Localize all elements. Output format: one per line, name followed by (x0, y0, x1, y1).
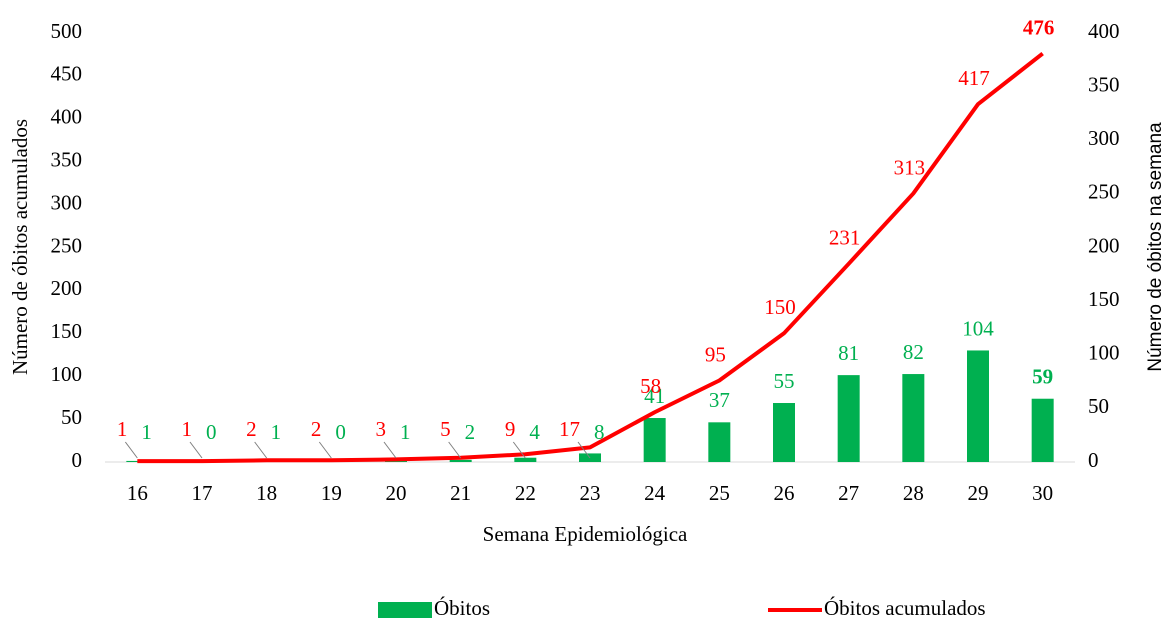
x-tick-label: 26 (774, 481, 795, 505)
y2-tick-label: 50 (1088, 394, 1109, 418)
bar-value-label: 41 (644, 384, 665, 408)
x-tick-label: 20 (386, 481, 407, 505)
bar (643, 418, 666, 462)
y-tick-label: 250 (51, 233, 83, 257)
line-value-label: 1 (182, 417, 193, 441)
bar-value-label: 0 (335, 420, 346, 444)
line-value-label: 5 (440, 417, 451, 441)
line-value-label: 58 (640, 374, 661, 398)
bar (514, 457, 537, 462)
leader-line (448, 441, 462, 459)
line-value-label: 476 (1023, 15, 1055, 39)
line-value-label: 3 (376, 417, 387, 441)
x-tick-label: 19 (321, 481, 342, 505)
x-tick-label: 29 (968, 481, 989, 505)
bar-value-label: 1 (141, 420, 152, 444)
leader-line (254, 441, 268, 459)
bar (837, 375, 860, 462)
y-tick-label: 300 (51, 190, 83, 214)
x-tick-label: 16 (127, 481, 148, 505)
leader-line (189, 441, 203, 459)
leader-line (383, 441, 397, 459)
y-tick-label: 50 (61, 405, 82, 429)
legend-swatch (378, 602, 432, 618)
bar-value-label: 104 (962, 316, 994, 340)
line-value-label: 2 (311, 417, 322, 441)
y2-tick-label: 250 (1088, 180, 1120, 204)
bar-value-label: 0 (206, 420, 217, 444)
y2-tick-label: 200 (1088, 233, 1120, 257)
line-value-label: 95 (705, 342, 726, 366)
y-tick-label: 500 (51, 19, 83, 43)
x-tick-label: 27 (838, 481, 859, 505)
line-value-label: 9 (505, 417, 516, 441)
line-value-label: 417 (958, 66, 990, 90)
y2-tick-label: 400 (1088, 19, 1120, 43)
bar-value-label: 59 (1032, 365, 1053, 389)
y-axis-label: Número de óbitos acumulados (8, 119, 32, 375)
legend-label: Óbitos acumulados (824, 596, 986, 620)
bar (902, 374, 925, 462)
y2-tick-label: 0 (1088, 448, 1099, 472)
bar-value-label: 8 (594, 420, 605, 444)
bar (1031, 398, 1054, 462)
x-tick-label: 30 (1032, 481, 1053, 505)
leader-line (124, 441, 138, 459)
x-tick-label: 23 (580, 481, 601, 505)
bar-value-label: 81 (838, 341, 859, 365)
y2-tick-label: 300 (1088, 126, 1120, 150)
y2-tick-label: 100 (1088, 341, 1120, 365)
y-tick-label: 150 (51, 319, 83, 343)
bar (967, 350, 989, 462)
y-tick-label: 200 (51, 276, 83, 300)
bar-value-label: 4 (529, 420, 540, 444)
bar (708, 422, 731, 462)
y-tick-label: 350 (51, 148, 83, 172)
x-tick-label: 24 (644, 481, 666, 505)
y-tick-label: 0 (72, 448, 83, 472)
y-tick-label: 100 (51, 362, 83, 386)
bar-value-label: 55 (774, 369, 795, 393)
bar-value-label: 1 (271, 420, 282, 444)
y2-tick-label: 150 (1088, 287, 1120, 311)
bar (449, 459, 472, 462)
bar (385, 460, 407, 462)
line-value-label: 2 (246, 417, 257, 441)
x-tick-label: 17 (192, 481, 213, 505)
line-value-label: 17 (559, 417, 580, 441)
line (137, 52, 1044, 464)
leader-line (318, 441, 332, 459)
y-tick-label: 450 (51, 62, 83, 86)
line-value-label: 1 (117, 417, 128, 441)
x-tick-label: 18 (256, 481, 277, 505)
legend-label: Óbitos (434, 596, 490, 620)
bar-value-label: 1 (400, 420, 411, 444)
y-tick-label: 400 (51, 105, 83, 129)
leader-line (577, 441, 591, 459)
line-value-label: 313 (894, 155, 926, 179)
x-tick-label: 22 (515, 481, 536, 505)
x-tick-label: 21 (450, 481, 471, 505)
x-tick-label: 25 (709, 481, 730, 505)
bar-value-label: 2 (465, 420, 476, 444)
bar (773, 403, 795, 462)
bar-value-label: 37 (709, 388, 730, 412)
y2-axis-label: Número de óbitos na semana (1145, 122, 1166, 372)
leader-line (512, 441, 526, 459)
x-tick-label: 28 (903, 481, 924, 505)
line-value-label: 150 (764, 295, 796, 319)
line-value-label: 231 (829, 226, 861, 250)
y2-tick-label: 350 (1088, 72, 1120, 96)
bar-value-label: 82 (903, 340, 924, 364)
x-axis-label: Semana Epidemiológica (483, 522, 688, 546)
